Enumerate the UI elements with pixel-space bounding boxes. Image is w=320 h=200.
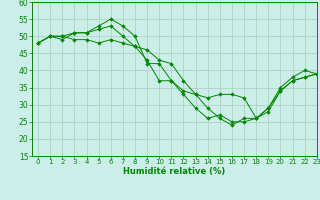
- X-axis label: Humidité relative (%): Humidité relative (%): [123, 167, 226, 176]
